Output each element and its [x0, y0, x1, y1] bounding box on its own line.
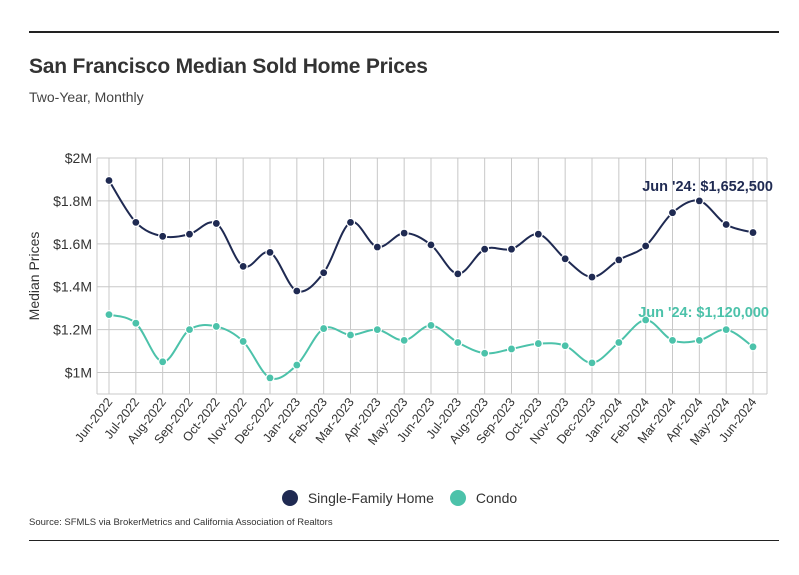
data-point-single-family	[587, 272, 597, 282]
data-point-single-family	[694, 196, 704, 206]
data-point-single-family	[184, 229, 195, 239]
y-tick-label: $1.6M	[53, 236, 92, 252]
legend-item-single-family[interactable]: Single-Family Home	[281, 490, 434, 506]
data-point-single-family	[265, 247, 275, 257]
y-tick-label: $1.2M	[53, 322, 92, 338]
data-point-single-family	[560, 254, 570, 264]
data-point-condo	[480, 348, 490, 358]
legend-marker-condo	[449, 490, 466, 506]
data-point-condo	[533, 338, 543, 349]
data-point-condo	[721, 325, 731, 335]
data-point-single-family	[533, 229, 543, 239]
data-point-condo	[694, 335, 704, 345]
data-point-condo	[211, 321, 221, 332]
data-point-single-family	[292, 286, 302, 296]
data-point-single-family	[158, 231, 168, 241]
data-point-condo	[104, 310, 114, 320]
source-note: Source: SFMLS via BrokerMetrics and Cali…	[29, 517, 333, 528]
data-point-single-family	[453, 269, 463, 279]
chart-title: San Francisco Median Sold Home Prices	[29, 55, 428, 78]
data-point-single-family	[667, 208, 678, 218]
data-point-single-family	[506, 244, 517, 254]
data-point-single-family	[238, 261, 248, 271]
data-point-condo	[506, 344, 517, 354]
data-point-condo	[399, 335, 409, 345]
data-point-single-family	[104, 175, 114, 186]
bottom-rule	[29, 540, 779, 541]
data-point-condo	[587, 358, 597, 368]
y-axis-label: Median Prices	[26, 232, 42, 321]
data-point-condo	[426, 320, 436, 330]
data-point-condo	[372, 325, 382, 335]
data-point-condo	[560, 341, 570, 351]
data-point-condo	[453, 337, 463, 348]
data-point-single-family	[641, 241, 651, 251]
data-point-condo	[667, 335, 678, 345]
line-chart: $1M$1.2M$1.4M$1.6M$1.8M$2MJun-2022Jul-20…	[26, 150, 773, 448]
data-point-single-family	[480, 244, 490, 254]
data-point-condo	[614, 337, 624, 348]
data-point-condo	[158, 357, 168, 367]
top-rule	[29, 31, 779, 33]
annotation-single-family: Jun '24: $1,652,500	[642, 179, 773, 195]
data-point-single-family	[345, 217, 356, 227]
data-point-single-family	[319, 268, 329, 278]
y-tick-label: $1.8M	[53, 193, 92, 209]
data-point-condo	[292, 360, 302, 370]
y-tick-label: $1.4M	[53, 279, 92, 295]
annotation-condo: Jun '24: $1,120,000	[638, 305, 769, 321]
data-point-single-family	[614, 255, 624, 265]
legend-label-condo: Condo	[475, 490, 518, 506]
data-point-condo	[345, 330, 356, 340]
legend: Single-Family Home Condo	[0, 490, 799, 506]
data-point-single-family	[211, 218, 221, 229]
legend-item-condo[interactable]: Condo	[449, 490, 518, 506]
data-point-single-family	[426, 240, 436, 250]
data-point-condo	[641, 315, 651, 325]
chart-subtitle: Two-Year, Monthly	[29, 89, 144, 105]
data-point-single-family	[399, 228, 409, 238]
data-point-single-family	[748, 227, 758, 238]
data-point-single-family	[131, 217, 141, 227]
data-point-condo	[184, 325, 195, 335]
data-point-condo	[319, 323, 329, 334]
data-point-condo	[748, 342, 758, 352]
data-point-single-family	[721, 219, 731, 230]
y-tick-label: $1M	[65, 365, 92, 381]
data-point-condo	[265, 373, 275, 383]
y-tick-label: $2M	[65, 150, 92, 166]
data-point-single-family	[372, 242, 382, 252]
data-point-condo	[131, 318, 141, 328]
data-point-condo	[238, 336, 248, 347]
legend-label-single-family: Single-Family Home	[307, 490, 434, 506]
legend-marker-single-family	[281, 490, 298, 506]
